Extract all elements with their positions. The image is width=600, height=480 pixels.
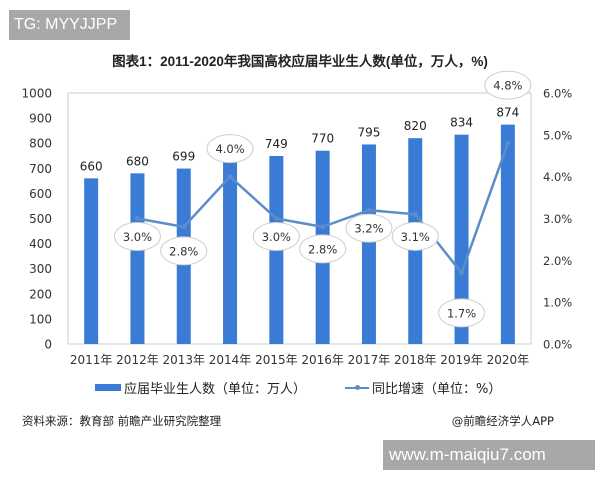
growth-label-bubble [252,222,300,251]
line-value-labels: 3.0% 2.8% 4.0% 3.0% 2.8% 3.2% 3.1% 1.7% 4.8% [113,70,532,328]
plot-area-frame [67,92,532,345]
x-axis-tick: 2015年 [255,353,298,367]
legend-bar-label: 应届毕业生人数（单位：万人） [124,382,307,397]
left-axis-tick: 200 [29,287,52,301]
line-marker [134,216,140,221]
line-marker [412,211,418,217]
bar-value-label: 834 [450,116,473,130]
bar [361,144,376,344]
bar [130,173,145,344]
growth-label-bubble [113,222,161,251]
x-axis-tick: 2020年 [487,353,530,367]
left-axis-tick: 100 [29,312,52,326]
growth-label: 3.0% [123,230,152,244]
x-axis-tick: 2016年 [301,353,344,367]
right-axis-tick: 3.0% [543,212,572,226]
growth-label: 3.2% [354,222,383,236]
left-y-axis: 0 100 200 300 400 500 600 700 800 900 1000 [21,87,52,352]
growth-label-bubble [345,213,393,243]
legend-line-label: 同比增速（单位：%） [372,382,502,397]
left-axis-tick: 300 [29,262,52,276]
growth-label-bubble [438,298,486,328]
x-axis-tick: 2017年 [348,353,391,367]
source-note: 资料来源：教育部 前瞻产业研究院整理 [22,414,222,428]
x-axis-tick: 2011年 [70,353,113,367]
growth-label: 2.8% [308,242,337,256]
bar-value-labels: 660680699727749770795820834874 [80,106,520,174]
legend-item-bar: 应届毕业生人数（单位：万人） [95,378,306,397]
growth-label: 4.0% [215,142,244,156]
left-axis-tick: 500 [29,212,52,226]
bar-value-label: 680 [126,154,149,168]
left-axis-tick: 0 [44,338,52,352]
line-series [134,140,511,276]
legend-item-line: 同比增速（单位：%） [345,378,501,397]
right-axis-tick: 0.0% [543,338,572,352]
left-axis-tick: 1000 [21,87,52,101]
line-marker [273,216,279,221]
growth-label: 2.8% [169,244,198,258]
x-axis-tick: 2019年 [440,353,483,367]
growth-label-bubble [299,234,347,264]
bar-value-label: 874 [496,106,519,120]
x-axis-tick: 2014年 [209,353,252,367]
bar-value-label: 660 [80,159,103,173]
left-axis-tick: 400 [29,237,52,251]
right-axis-tick: 4.0% [543,170,572,184]
line-swatch-icon [345,384,369,390]
bar-swatch-icon [95,384,121,391]
bar-value-label: 770 [311,132,334,146]
bar [223,161,238,344]
x-axis-tick: 2012年 [116,353,159,367]
right-y-axis: 0.0% 1.0% 2.0% 3.0% 4.0% 5.0% 6.0% [543,87,572,352]
left-axis-tick: 600 [29,187,52,201]
growth-label-bubble [160,236,208,266]
bar [500,124,515,344]
line-marker [505,140,511,146]
growth-label-bubble [484,70,532,100]
line-marker [320,224,326,230]
bar [84,178,99,344]
growth-label: 3.0% [262,230,291,244]
chart-legend: 应届毕业生人数（单位：万人） 同比增速（单位：%） [0,378,600,398]
right-axis-tick: 2.0% [543,254,572,268]
bar-value-label: 699 [172,150,195,164]
left-axis-tick: 700 [29,162,52,176]
line-marker [366,207,372,213]
chart-title: 图表1：2011-2020年我国高校应届毕业生人数(单位，万人，%) [112,54,488,69]
growth-label: 4.8% [493,79,522,93]
x-axis-labels: 2011年 2012年 2013年 2014年 2015年 2016年 2017年 2018年… [70,353,529,367]
line-marker [459,270,465,276]
x-axis-tick: 2013年 [162,353,205,367]
line-marker [227,174,233,180]
growth-label: 1.7% [447,306,476,320]
right-axis-tick: 5.0% [543,128,572,142]
left-axis-tick: 800 [29,137,52,151]
x-axis-tick: 2018年 [394,353,437,367]
growth-label: 3.1% [401,230,430,244]
credit-note: @前瞻经济学人APP [451,414,554,428]
left-axis-tick: 900 [29,112,52,126]
bar-value-label: 820 [404,119,427,133]
line-marker [181,224,187,230]
bar [454,134,469,344]
growth-label-bubble [206,134,254,164]
bar-value-label: 795 [357,125,380,139]
right-axis-tick: 6.0% [543,87,572,101]
bar-value-label: 749 [265,137,288,151]
watermark-badge-url: www.m-maiqiu7.com [383,440,595,470]
growth-label-bubble [391,221,439,251]
watermark-badge-tg: TG: MYYJJPP [9,10,130,40]
right-axis-tick: 1.0% [543,296,572,310]
